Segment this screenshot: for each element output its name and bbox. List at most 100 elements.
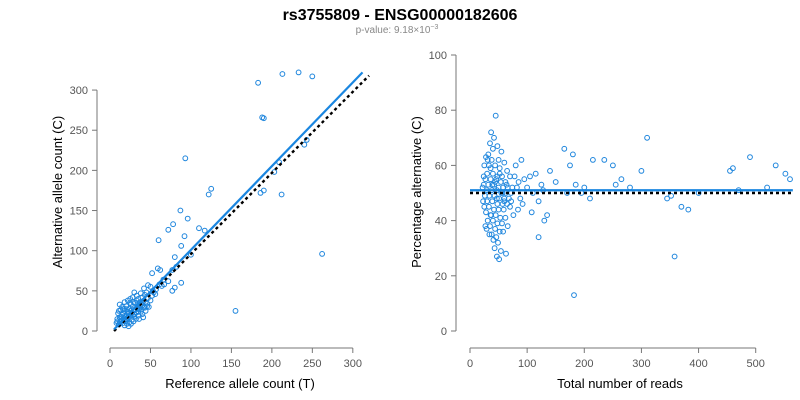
data-point	[494, 143, 501, 150]
y-axis-label: Percentage alternative (C)	[409, 116, 424, 268]
data-point	[491, 134, 497, 141]
x-axis-label: Reference allele count (T)	[165, 376, 315, 391]
data-point	[493, 176, 500, 183]
data-point	[488, 129, 495, 136]
data-point	[165, 278, 172, 285]
x-tick-label: 50	[144, 358, 156, 370]
data-point	[481, 162, 488, 169]
y-tick-label: 100	[429, 50, 447, 62]
data-point	[730, 165, 736, 172]
data-point	[511, 173, 518, 180]
data-point	[489, 198, 496, 205]
data-point	[490, 217, 496, 224]
data-point	[544, 212, 550, 219]
data-point	[171, 284, 178, 291]
data-point	[141, 304, 147, 310]
data-point	[488, 231, 495, 238]
data-point	[547, 168, 553, 174]
data-point	[618, 176, 625, 183]
data-point	[260, 115, 267, 122]
scatter-plot-allele-counts: 0 50 100 150 200 250 300 0 50 100 150 200 250 300 Refe…	[50, 69, 370, 391]
data-point	[491, 206, 497, 213]
data-point	[487, 165, 494, 172]
data-point	[257, 190, 264, 196]
data-point	[503, 250, 509, 257]
data-point	[144, 303, 151, 310]
data-point	[518, 157, 525, 163]
data-point	[494, 220, 501, 227]
data-point	[528, 209, 535, 216]
data-point	[484, 157, 491, 163]
data-point	[644, 134, 650, 141]
data-point	[177, 207, 184, 214]
x-tick-label: 0	[107, 358, 113, 370]
y-tick-label: 150	[70, 206, 88, 218]
data-point	[510, 212, 517, 219]
data-point	[567, 162, 573, 169]
data-point	[170, 221, 177, 228]
data-point	[278, 191, 285, 198]
data-point	[500, 206, 507, 213]
y-tick-label: 60	[435, 160, 447, 172]
data-point	[612, 181, 619, 188]
x-tick-label: 200	[575, 358, 593, 370]
data-point	[178, 243, 185, 249]
data-point	[125, 323, 132, 330]
data-point	[499, 220, 505, 227]
data-point	[787, 176, 793, 183]
data-point	[201, 227, 208, 234]
data-point	[515, 206, 521, 213]
data-point	[496, 170, 503, 177]
data-point	[301, 141, 308, 148]
data-point	[498, 248, 504, 254]
data-point	[492, 112, 499, 119]
data-point	[747, 154, 753, 161]
data-point	[515, 179, 522, 185]
data-point	[130, 299, 137, 306]
data-point	[587, 195, 593, 202]
y-tick-label: 0	[441, 326, 447, 338]
data-point	[171, 254, 178, 261]
data-point	[488, 157, 495, 163]
y-tick-label: 250	[70, 125, 88, 137]
data-point	[490, 237, 497, 243]
x-tick-label: 500	[747, 358, 765, 370]
data-point	[487, 176, 494, 183]
data-point	[502, 179, 509, 185]
data-point	[570, 151, 576, 158]
data-point	[685, 206, 692, 213]
x-tick-label: 150	[222, 358, 240, 370]
data-point	[782, 170, 789, 177]
figure-subtitle: p-value: 9.18×10−3	[356, 24, 439, 36]
data-point	[571, 292, 577, 299]
data-point	[664, 195, 670, 202]
data-point	[488, 212, 495, 219]
y-tick-label: 40	[435, 216, 447, 228]
pvalue-text: p-value: 9.18×10	[356, 25, 431, 36]
fit-line	[113, 71, 364, 331]
data-point	[486, 203, 492, 210]
data-point	[135, 296, 142, 302]
y-axis-label: Alternative allele count (C)	[50, 116, 65, 268]
data-point	[486, 231, 493, 238]
x-tick-label: 200	[263, 358, 281, 370]
data-point	[196, 225, 202, 232]
data-point	[181, 233, 188, 240]
data-point	[498, 148, 505, 155]
data-point	[279, 71, 286, 77]
x-axis-label: Total number of reads	[557, 376, 683, 391]
data-point	[492, 226, 499, 232]
data-point	[232, 308, 239, 314]
data-point	[483, 209, 489, 216]
data-point	[532, 170, 539, 177]
x-tick-label: 400	[689, 358, 707, 370]
data-point	[481, 203, 488, 210]
data-point	[149, 270, 156, 277]
data-point	[188, 251, 194, 258]
data-point	[517, 195, 524, 202]
data-point	[157, 267, 164, 273]
data-point	[638, 168, 645, 174]
data-point	[504, 168, 511, 174]
data-point	[487, 223, 493, 230]
